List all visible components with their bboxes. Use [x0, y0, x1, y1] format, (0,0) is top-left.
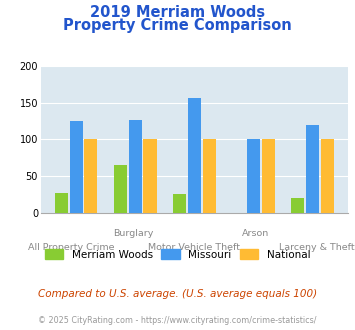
Text: Property Crime Comparison: Property Crime Comparison: [63, 18, 292, 33]
Text: 2019 Merriam Woods: 2019 Merriam Woods: [90, 5, 265, 20]
Bar: [84, 139, 97, 213]
Bar: [203, 139, 215, 213]
Bar: [306, 125, 319, 213]
Bar: [188, 98, 201, 213]
Bar: [247, 139, 260, 213]
Bar: [291, 198, 304, 213]
Text: All Property Crime: All Property Crime: [28, 243, 115, 251]
Bar: [173, 194, 186, 213]
Bar: [143, 139, 157, 213]
Legend: Merriam Woods, Missouri, National: Merriam Woods, Missouri, National: [40, 245, 315, 264]
Text: Compared to U.S. average. (U.S. average equals 100): Compared to U.S. average. (U.S. average …: [38, 289, 317, 299]
Text: Motor Vehicle Theft: Motor Vehicle Theft: [148, 243, 240, 251]
Text: © 2025 CityRating.com - https://www.cityrating.com/crime-statistics/: © 2025 CityRating.com - https://www.city…: [38, 316, 317, 325]
Text: Arson: Arson: [242, 229, 269, 238]
Text: Larceny & Theft: Larceny & Theft: [279, 243, 355, 251]
Bar: [129, 119, 142, 213]
Bar: [70, 121, 83, 213]
Bar: [262, 139, 275, 213]
Text: Burglary: Burglary: [113, 229, 153, 238]
Bar: [55, 193, 68, 213]
Bar: [114, 165, 127, 213]
Bar: [321, 139, 334, 213]
